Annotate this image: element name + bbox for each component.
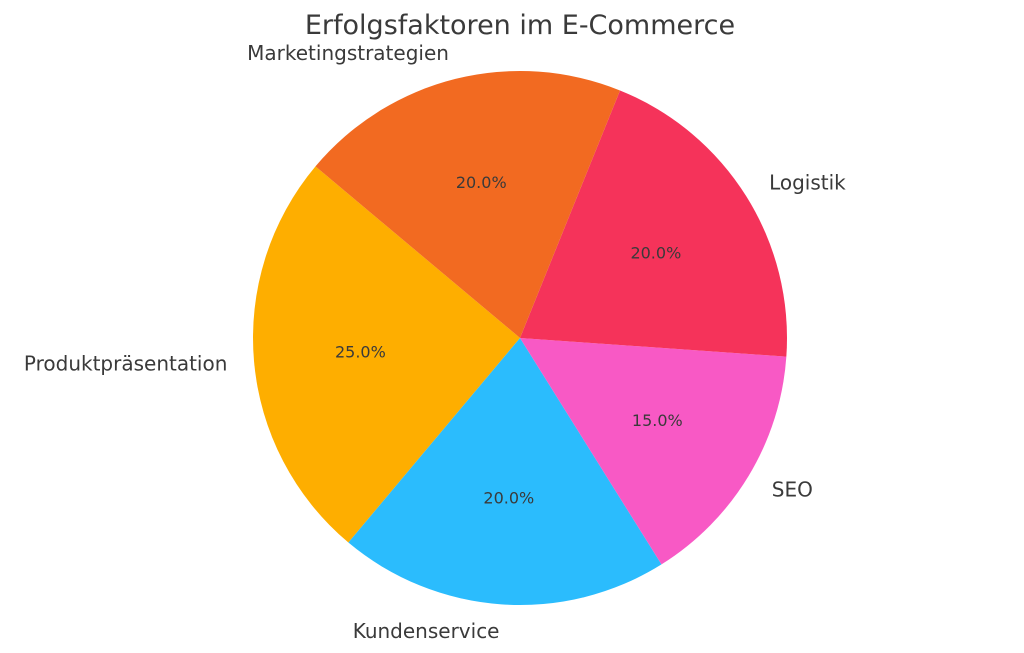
pie-slice-logistik — [520, 90, 788, 357]
pie-slice-kundenservice — [348, 338, 662, 605]
percent-label-marketingstrategien: 20.0% — [456, 173, 507, 192]
category-label-seo: SEO — [772, 477, 813, 501]
pie-slice-produktprasentation — [253, 166, 520, 543]
percent-label-logistik: 20.0% — [630, 244, 681, 263]
pie-labels: 25.0% Produktpräsentation 20.0% Kundenservi… — [24, 41, 846, 643]
percent-label-produktprasentation: 25.0% — [335, 342, 386, 361]
category-label-marketingstrategien: Marketingstrategien — [247, 41, 449, 65]
category-label-kundenservice: Kundenservice — [353, 619, 500, 643]
pie-slice-marketingstrategien — [315, 71, 621, 339]
pie-slice-seo — [520, 338, 787, 565]
pie-slices — [253, 71, 788, 605]
category-label-produktprasentation: Produktpräsentation — [24, 352, 228, 376]
percent-label-kundenservice: 20.0% — [483, 488, 534, 507]
percent-label-seo: 15.0% — [632, 411, 683, 430]
category-label-logistik: Logistik — [769, 170, 846, 194]
chart-title: Erfolgsfaktoren im E-Commerce — [305, 10, 735, 41]
